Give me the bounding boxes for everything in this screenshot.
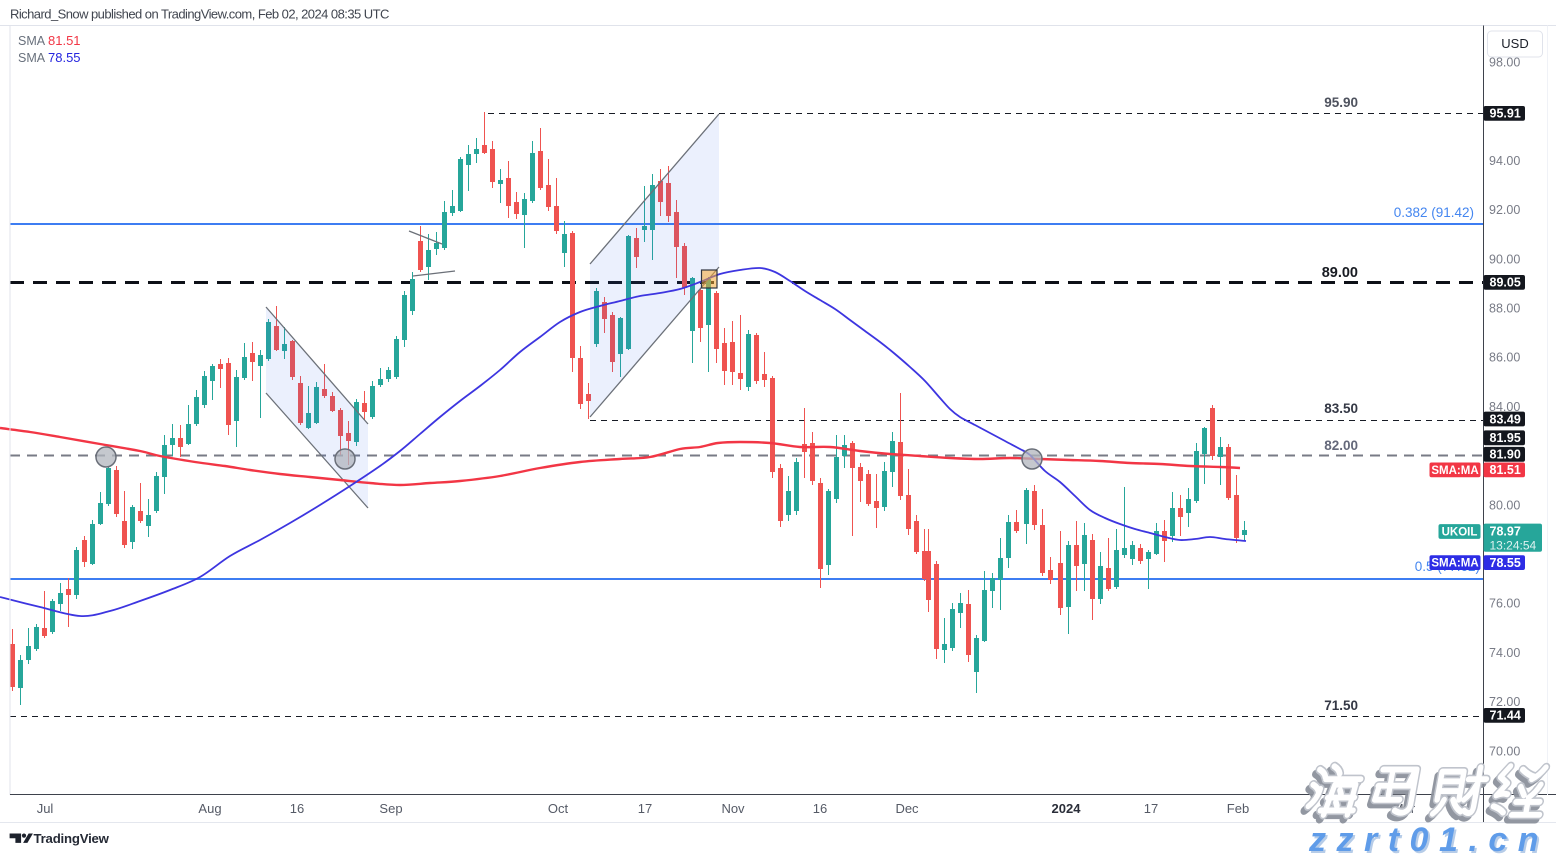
svg-text:13:24:54: 13:24:54 (1490, 539, 1537, 553)
svg-text:86.00: 86.00 (1489, 351, 1520, 365)
svg-text:94.00: 94.00 (1489, 154, 1520, 168)
svg-text:17: 17 (638, 801, 652, 816)
svg-text:78.55: 78.55 (1490, 556, 1521, 570)
svg-text:83.50: 83.50 (1324, 401, 1358, 416)
svg-text:17: 17 (1144, 801, 1158, 816)
svg-text:zzrt01.cn: zzrt01.cn (1308, 821, 1549, 857)
svg-text:81.51: 81.51 (48, 33, 81, 48)
svg-text:80.00: 80.00 (1489, 498, 1520, 512)
svg-text:81.90: 81.90 (1490, 448, 1521, 462)
svg-text:SMA:MA: SMA:MA (1431, 558, 1478, 570)
svg-text:70.00: 70.00 (1489, 744, 1520, 758)
svg-text:USD: USD (1501, 36, 1528, 51)
svg-text:78.97: 78.97 (1490, 525, 1521, 539)
svg-text:78.55: 78.55 (48, 50, 81, 65)
svg-text:71.50: 71.50 (1324, 698, 1358, 713)
svg-text:Jul: Jul (37, 801, 54, 816)
svg-text:71.44: 71.44 (1490, 709, 1521, 723)
svg-text:zzrt01.cn: zzrt01.cn (1310, 823, 1551, 857)
svg-text:89.00: 89.00 (1322, 265, 1358, 281)
svg-text:81.51: 81.51 (1490, 463, 1521, 477)
svg-text:Oct: Oct (548, 801, 569, 816)
svg-text:Feb: Feb (1227, 801, 1249, 816)
svg-text:74.00: 74.00 (1489, 646, 1520, 660)
svg-text:81.95: 81.95 (1490, 431, 1521, 445)
svg-text:84.00: 84.00 (1489, 400, 1520, 414)
svg-text:95.90: 95.90 (1324, 95, 1358, 110)
svg-text:SMA:MA: SMA:MA (1431, 465, 1478, 477)
svg-text:82.00: 82.00 (1324, 438, 1358, 453)
svg-text:92.00: 92.00 (1489, 203, 1520, 217)
svg-text:0.382 (91.42): 0.382 (91.42) (1394, 205, 1474, 220)
svg-text:76.00: 76.00 (1489, 597, 1520, 611)
svg-text:Aug: Aug (198, 801, 221, 816)
svg-text:SMA: SMA (18, 51, 46, 65)
svg-text:Dec: Dec (895, 801, 919, 816)
svg-text:Nov: Nov (721, 801, 745, 816)
svg-text:90.00: 90.00 (1489, 252, 1520, 266)
svg-text:16: 16 (813, 801, 827, 816)
svg-text:Sep: Sep (379, 801, 402, 816)
svg-text:89.05: 89.05 (1490, 276, 1521, 290)
svg-text:SMA: SMA (18, 34, 46, 48)
svg-text:98.00: 98.00 (1489, 56, 1520, 70)
svg-text:UKOIL: UKOIL (1442, 527, 1478, 539)
svg-text:TradingView: TradingView (34, 831, 110, 846)
svg-text:95.91: 95.91 (1490, 107, 1521, 121)
svg-text:16: 16 (290, 801, 304, 816)
svg-text:2024: 2024 (1052, 801, 1082, 816)
svg-text:83.49: 83.49 (1490, 412, 1521, 426)
svg-text:Richard_Snow published on Trad: Richard_Snow published on TradingView.co… (10, 7, 389, 22)
svg-text:72.00: 72.00 (1489, 695, 1520, 709)
svg-text:88.00: 88.00 (1489, 302, 1520, 316)
